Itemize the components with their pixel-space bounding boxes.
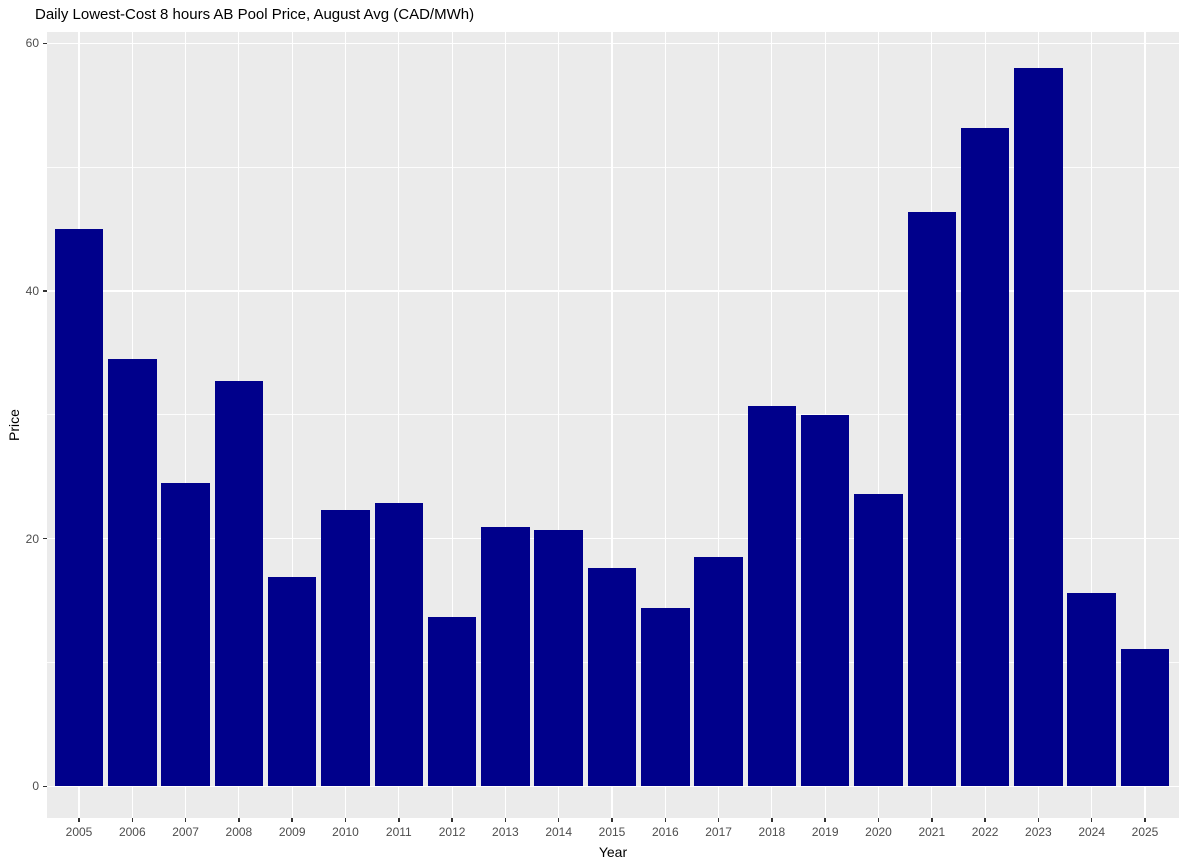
y-tick-mark-40 [43, 290, 47, 292]
x-tick-mark-2019 [824, 818, 826, 822]
x-tick-mark-2025 [1144, 818, 1146, 822]
bar-2024 [1067, 593, 1116, 787]
x-axis-title: Year [598, 844, 628, 860]
bar-2022 [960, 127, 1010, 787]
gridline-x-2016 [664, 32, 666, 818]
y-tick-mark-0 [43, 785, 47, 788]
x-tick-label-2019: 2019 [811, 825, 839, 839]
bar-2007 [161, 482, 210, 787]
bar-2011 [374, 502, 424, 787]
gridline-major-y20 [47, 537, 1179, 540]
y-tick-label-40: 40 [25, 283, 39, 298]
bar-2013 [481, 527, 530, 787]
x-tick-mark-2014 [557, 818, 560, 822]
y-tick-label-60: 60 [25, 36, 39, 51]
x-tick-mark-2005 [78, 818, 80, 822]
y-tick-mark-60 [43, 42, 47, 45]
bar-2015 [587, 568, 637, 787]
bar-2023 [1014, 68, 1063, 787]
gridline-x-2013 [504, 32, 506, 818]
gridline-x-2007 [185, 32, 187, 818]
gridline-x-2014 [558, 32, 560, 818]
x-tick-mark-2012 [451, 818, 453, 822]
x-tick-mark-2009 [291, 818, 293, 822]
gridline-minor-y30 [47, 414, 1179, 416]
chart-title: Daily Lowest-Cost 8 hours AB Pool Price,… [35, 6, 475, 23]
plot-panel [47, 32, 1179, 818]
y-tick-mark-20 [43, 537, 47, 540]
gridline-x-2017 [718, 32, 720, 818]
gridline-x-2012 [451, 32, 453, 818]
x-tick-label-2013: 2013 [492, 825, 519, 839]
bar-2009 [267, 577, 317, 787]
bar-2014 [534, 529, 583, 787]
x-tick-label-2014: 2014 [545, 825, 573, 839]
gridline-x-2020 [877, 32, 880, 818]
bar-2012 [427, 616, 477, 787]
x-tick-label-2018: 2018 [758, 825, 786, 839]
x-tick-mark-2017 [717, 818, 720, 822]
x-tick-mark-2010 [344, 818, 347, 822]
y-tick-label-0: 0 [32, 779, 39, 794]
x-tick-mark-2022 [984, 818, 986, 822]
x-tick-label-2012: 2012 [438, 825, 466, 839]
gridline-major-y40 [47, 290, 1179, 292]
x-tick-label-2017: 2017 [705, 825, 732, 839]
x-tick-label-2021: 2021 [918, 825, 946, 839]
x-tick-label-2007: 2007 [172, 825, 199, 839]
bar-2021 [907, 211, 957, 787]
bar-2018 [747, 406, 797, 787]
x-tick-mark-2018 [771, 818, 773, 822]
gridline-x-2011 [398, 32, 400, 818]
bar-2006 [108, 359, 157, 787]
x-tick-mark-2007 [184, 818, 187, 822]
x-tick-label-2022: 2022 [971, 825, 999, 839]
bar-2019 [800, 414, 850, 787]
x-tick-label-2024: 2024 [1078, 825, 1106, 839]
gridline-x-2015 [611, 32, 613, 818]
x-tick-label-2025: 2025 [1131, 825, 1159, 839]
gridline-major-y0 [47, 785, 1179, 787]
bar-2025 [1120, 648, 1170, 787]
x-tick-label-2006: 2006 [118, 825, 146, 839]
x-tick-label-2005: 2005 [65, 825, 93, 839]
x-tick-mark-2024 [1090, 818, 1093, 822]
y-axis-title: Price [6, 409, 22, 441]
gridline-minor-y50 [47, 166, 1179, 168]
x-tick-mark-2006 [131, 818, 134, 822]
x-tick-mark-2011 [398, 818, 400, 822]
gridline-x-2009 [291, 32, 293, 818]
x-tick-label-2015: 2015 [598, 825, 626, 839]
x-tick-label-2009: 2009 [278, 825, 306, 839]
x-tick-label-2011: 2011 [385, 825, 412, 839]
x-tick-label-2020: 2020 [865, 825, 892, 839]
x-tick-mark-2013 [504, 818, 507, 822]
bar-2017 [694, 557, 743, 787]
x-tick-mark-2020 [877, 818, 880, 822]
gridline-x-2025 [1144, 32, 1146, 818]
y-tick-label-20: 20 [25, 531, 39, 546]
bar-2005 [54, 229, 104, 787]
bar-2010 [321, 510, 370, 787]
x-tick-mark-2023 [1037, 818, 1040, 822]
gridline-x-2024 [1091, 32, 1093, 818]
bar-2020 [854, 494, 903, 787]
x-tick-label-2016: 2016 [651, 825, 679, 839]
bar-2016 [641, 607, 690, 787]
x-tick-mark-2016 [664, 818, 667, 822]
bar-2008 [214, 381, 264, 787]
x-tick-label-2023: 2023 [1025, 825, 1052, 839]
x-tick-mark-2008 [238, 818, 240, 822]
gridline-major-y60 [47, 42, 1179, 44]
x-tick-label-2008: 2008 [225, 825, 253, 839]
x-tick-label-2010: 2010 [332, 825, 359, 839]
x-tick-mark-2021 [931, 818, 933, 822]
x-tick-mark-2015 [611, 818, 613, 822]
gridline-x-2010 [344, 32, 347, 818]
